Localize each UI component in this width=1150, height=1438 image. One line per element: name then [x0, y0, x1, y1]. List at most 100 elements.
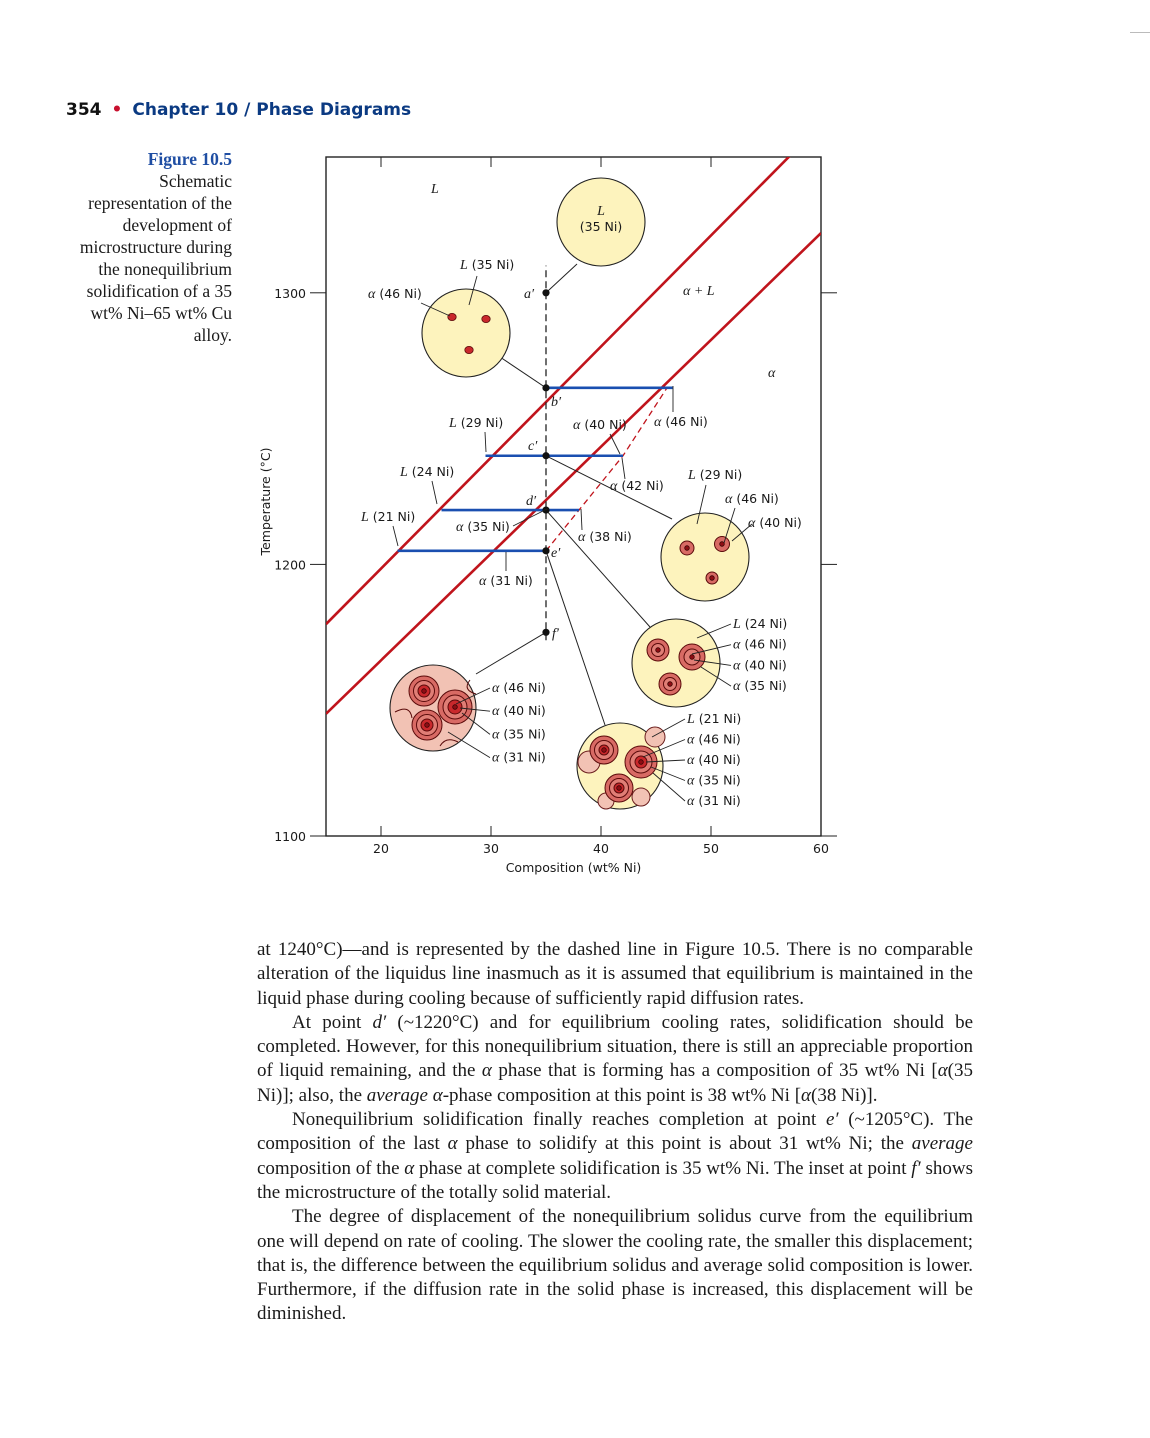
inset-a-composition: (35 Ni): [580, 219, 622, 234]
region-label-alpha: α: [768, 366, 776, 381]
inset-e-label-2: α (46 Ni): [687, 732, 741, 748]
solidified-region: [631, 787, 651, 807]
composition-text: (35 Ni): [499, 726, 545, 741]
phase-symbol: L: [687, 468, 696, 483]
composition-text: (46 Ni): [375, 286, 421, 301]
liquidus-line: [326, 157, 791, 626]
p3-text: composition of the: [257, 1157, 405, 1179]
p2-text: (~1220°C) and for equilibrium cooling ra…: [257, 1011, 974, 1082]
inset-e-label-4: α (35 Ni): [687, 773, 741, 789]
leader: [484, 431, 487, 453]
x-tick-label: 60: [813, 841, 829, 856]
paragraph-3: Nonequilibrium solidification finally re…: [257, 1108, 973, 1205]
connector-a: [545, 263, 578, 294]
microstructure-insets: L (35 Ni): [389, 177, 750, 810]
nonequilibrium-solidus-line: [545, 387, 668, 552]
phase-symbol: α: [479, 574, 487, 589]
phase-symbol: α: [492, 727, 500, 742]
x-tick-label: 50: [703, 841, 719, 856]
running-head: 354 • Chapter 10 / Phase Diagrams: [66, 100, 411, 120]
connector-b: [499, 356, 547, 389]
leader: [455, 687, 491, 705]
p3-point: e′: [825, 1109, 839, 1131]
inset-disk: [660, 512, 750, 602]
leader: [447, 731, 491, 758]
region-label-two-phase: α + L: [683, 284, 715, 299]
point-marker: [542, 506, 550, 514]
phase-symbol: α: [748, 516, 756, 531]
grain-core: [421, 688, 427, 694]
label-alpha-35: α (35 Ni): [456, 519, 510, 535]
alpha-nucleus: [447, 312, 457, 321]
phase-symbol: α: [456, 520, 464, 535]
paragraph-4: The degree of displacement of the nonequ…: [257, 1206, 973, 1325]
leader: [580, 508, 583, 531]
inset-b-label-liquid: L (35 Ni): [459, 257, 514, 273]
phase-symbol: α: [733, 638, 741, 653]
leader: [621, 457, 626, 480]
alpha-nucleus: [481, 314, 491, 323]
phase-symbol: α: [368, 287, 376, 302]
point-marker: [542, 384, 550, 392]
leader: [459, 707, 491, 712]
phase-symbol: α: [610, 479, 618, 494]
grain-core: [709, 575, 715, 581]
alpha-symbol: α: [404, 1157, 415, 1179]
phase-symbol: α: [578, 530, 586, 545]
label-liquid-24: L (24 Ni): [399, 464, 454, 480]
chapter-title: Chapter 10 / Phase Diagrams: [132, 100, 412, 120]
p3-point: f′: [911, 1157, 921, 1179]
y-axis-label: Temperature (°C): [258, 448, 273, 557]
x-tick-label: 20: [373, 841, 389, 856]
inset-d-label-2: α (46 Ni): [733, 637, 787, 653]
inset-c-label-1: L (29 Ni): [687, 467, 742, 483]
corner-mark: [1130, 32, 1150, 33]
composition-text: (21 Ni): [695, 711, 741, 726]
inset-e: [576, 722, 666, 810]
p2-text: At point: [292, 1011, 373, 1033]
x-axis-label: Composition (wt% Ni): [506, 860, 642, 875]
p3-text: phase at complete solidification is 35 w…: [414, 1157, 912, 1179]
grain-core: [655, 647, 661, 653]
alpha-symbol: α: [432, 1084, 443, 1106]
point-marker: [542, 547, 550, 555]
alpha-nucleus: [464, 345, 474, 354]
label-alpha-42: α (42 Ni): [610, 478, 664, 494]
inset-c: [660, 512, 750, 602]
y-tick-label: 1100: [274, 829, 306, 844]
alpha-symbol: α: [481, 1060, 492, 1082]
figure-caption: Figure 10.5 Schematic representation of …: [60, 148, 232, 346]
y-tick-label: 1300: [274, 286, 306, 301]
inset-e-label-3: α (40 Ni): [687, 752, 741, 768]
composition-text: (42 Ni): [617, 478, 663, 493]
leader: [696, 484, 707, 525]
point-marker: [542, 452, 550, 460]
inset-b-label-alpha: α (46 Ni): [368, 286, 422, 302]
figure-caption-text: Schematic representation of the developm…: [79, 171, 232, 345]
inset-f-label-4: α (31 Ni): [492, 750, 546, 766]
grain-core: [424, 722, 430, 728]
label-alpha-31: α (31 Ni): [479, 573, 533, 589]
leader: [731, 523, 753, 542]
composition-text: (40 Ni): [694, 752, 740, 767]
leader: [392, 525, 399, 547]
phase-symbol: α: [687, 774, 695, 789]
solidified-region: [644, 726, 666, 748]
phase-symbol: L: [448, 416, 457, 431]
leader: [609, 433, 621, 455]
phase-symbol: L: [686, 712, 695, 727]
composition-text: (31 Ni): [486, 573, 532, 588]
phase-symbol: L: [459, 258, 468, 273]
emphasis-average: average: [366, 1084, 428, 1106]
composition-text: (24 Ni): [408, 464, 454, 479]
phase-symbol: α: [725, 492, 733, 507]
label-alpha-40: α (40 Ni): [573, 417, 627, 433]
composition-text: (24 Ni): [741, 616, 787, 631]
inset-f-label-1: α (46 Ni): [492, 680, 546, 696]
composition-text: (40 Ni): [580, 417, 626, 432]
connector-d: [545, 509, 651, 628]
grain-core: [452, 704, 458, 710]
connector-c: [545, 455, 673, 520]
paragraph-1: at 1240°C)—and is represented by the das…: [257, 939, 973, 1009]
inset-b: [421, 288, 511, 378]
